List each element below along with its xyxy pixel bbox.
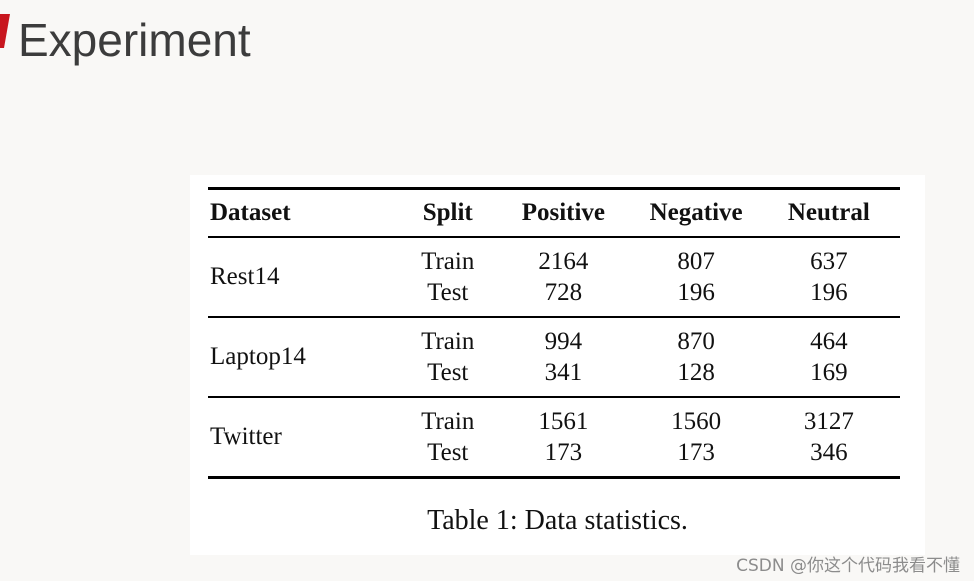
positive-train: 2164	[538, 248, 589, 275]
positive-test: 728	[544, 279, 583, 306]
header-split: Split	[403, 187, 493, 238]
neutral-train: 3127	[803, 408, 854, 435]
accent-mark	[0, 14, 10, 48]
positive-test: 173	[544, 439, 583, 466]
data-statistics-table: Dataset Split Positive Negative Neutral …	[208, 187, 900, 479]
split-train: Train	[421, 408, 475, 435]
header-negative: Negative	[634, 187, 758, 238]
positive-train: 994	[544, 328, 583, 355]
table-row-twitter: Twitter Train Test 1561 173 1560 173 312…	[208, 397, 900, 478]
neutral-test: 196	[810, 279, 848, 306]
split-test: Test	[427, 439, 469, 466]
header-neutral: Neutral	[757, 187, 900, 238]
neutral-train: 637	[810, 248, 848, 275]
neutral-train: 464	[810, 328, 848, 355]
split-test: Test	[427, 359, 469, 386]
watermark: CSDN @你这个代码我看不懂	[736, 556, 960, 576]
negative-train: 807	[677, 248, 715, 275]
table-header-row: Dataset Split Positive Negative Neutral	[208, 187, 900, 238]
neutral-test: 346	[810, 439, 848, 466]
table-panel: Dataset Split Positive Negative Neutral …	[190, 175, 925, 555]
dataset-name: Rest14	[210, 263, 280, 290]
dataset-name: Twitter	[210, 423, 282, 450]
header-positive: Positive	[492, 187, 635, 238]
table-caption: Table 1: Data statistics.	[427, 505, 688, 536]
negative-train: 1560	[671, 408, 722, 435]
table-row-rest14: Rest14 Train Test 2164 728 807 196 637 1…	[208, 237, 900, 317]
split-train: Train	[421, 248, 475, 275]
slide-title: Experiment	[18, 14, 251, 66]
table-row-laptop14: Laptop14 Train Test 994 341 870 128 464 …	[208, 317, 900, 397]
dataset-name: Laptop14	[210, 343, 306, 370]
negative-test: 128	[677, 359, 715, 386]
negative-test: 196	[677, 279, 715, 306]
positive-train: 1561	[538, 408, 589, 435]
negative-test: 173	[677, 439, 715, 466]
header-dataset: Dataset	[208, 187, 404, 238]
positive-test: 341	[544, 359, 583, 386]
negative-train: 870	[677, 328, 715, 355]
neutral-test: 169	[810, 359, 848, 386]
split-test: Test	[427, 279, 469, 306]
split-train: Train	[421, 328, 475, 355]
